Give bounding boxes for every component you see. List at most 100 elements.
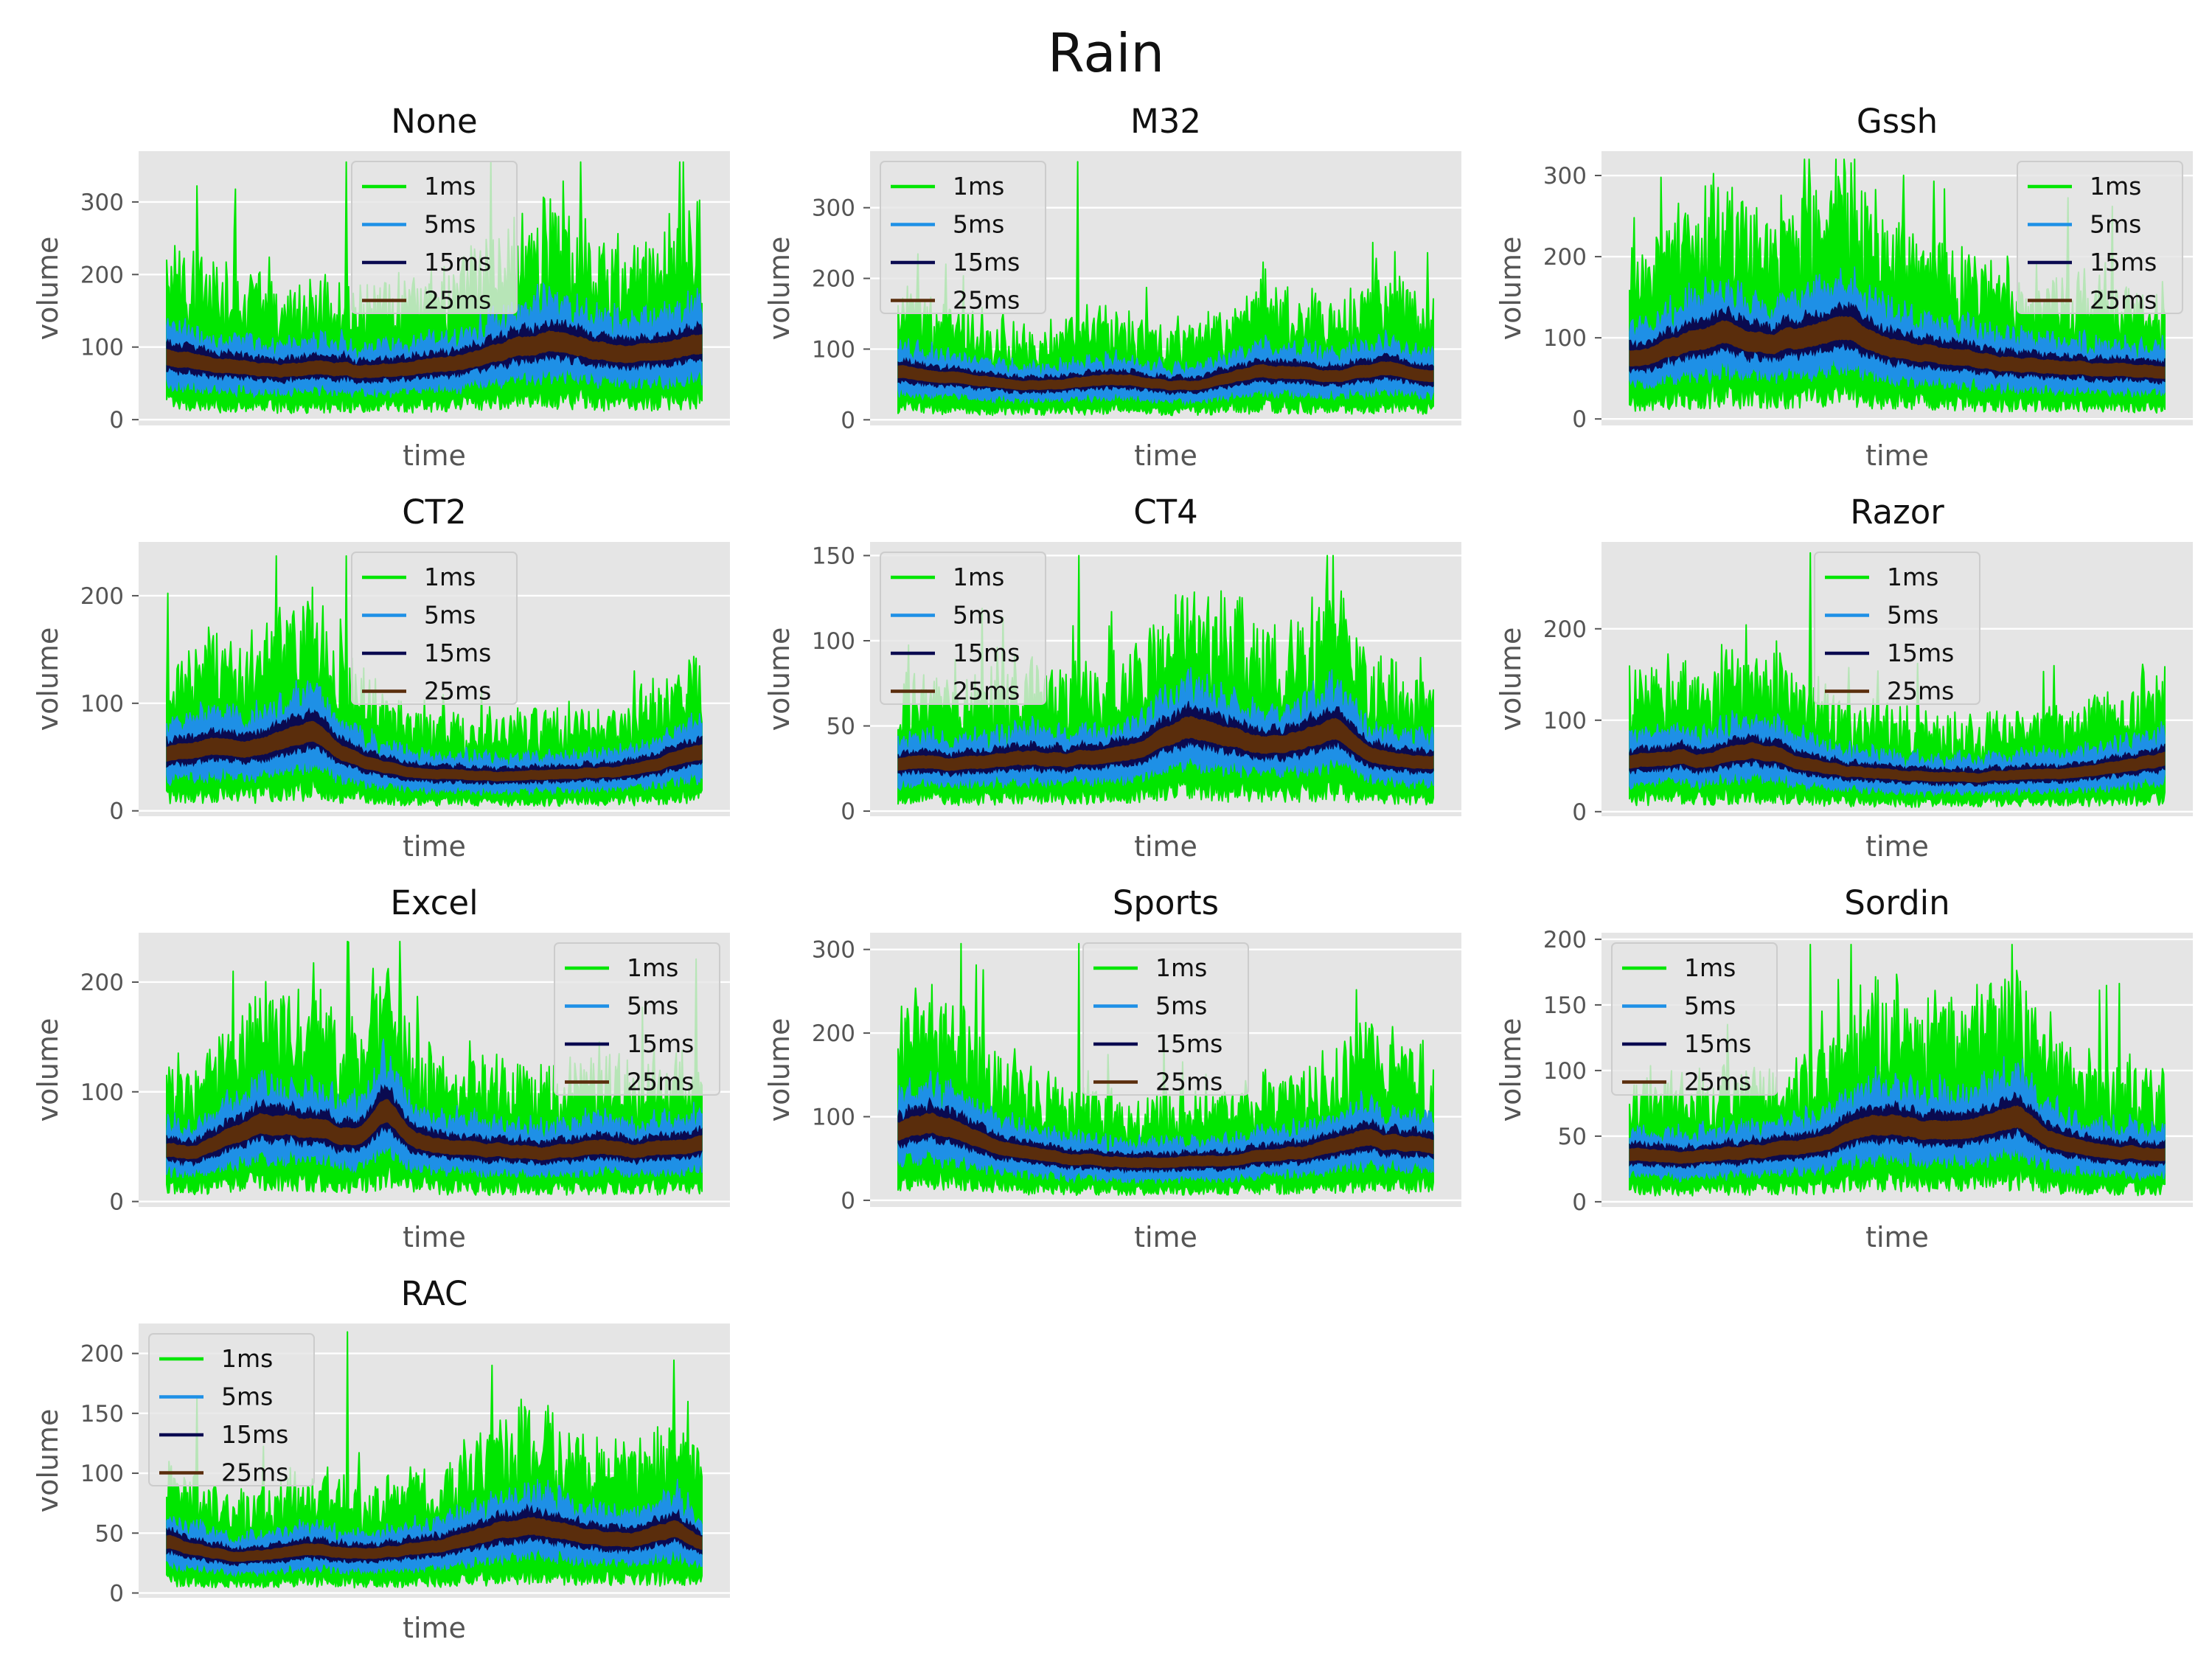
legend-label-none-25ms: 25ms [424,286,491,315]
ytick-label-excel-0: 0 [109,1189,124,1216]
ytick-label-none-200: 200 [80,262,124,288]
ytick-label-sordin-200: 200 [1543,927,1587,953]
legend-label-ct4-1ms: 1ms [953,563,1004,591]
subplot-title-sports: Sports [1113,883,1219,922]
legend-label-m32-15ms: 15ms [953,248,1020,276]
legend-ct2 [351,552,518,705]
legend-label-ct2-15ms: 15ms [424,639,491,667]
xlabel-excel: time [403,1221,466,1253]
legend-excel [554,942,720,1096]
legend-label-gssh-5ms: 5ms [2090,210,2141,239]
xlabel-razor: time [1865,830,1929,863]
ytick-label-ct4-50: 50 [827,714,855,740]
legend-ct4 [880,552,1046,705]
legend-label-ct2-1ms: 1ms [424,563,476,591]
ytick-label-gssh-0: 0 [1572,406,1587,433]
ytick-label-gssh-200: 200 [1543,244,1587,271]
ylabel-sports: volume [763,1018,796,1122]
ylabel-sordin: volume [1495,1018,1527,1122]
ylabel-ct4: volume [763,627,796,731]
legend-label-razor-25ms: 25ms [1887,677,1954,706]
series-25ms-none [166,330,703,379]
legend-label-sports-25ms: 25ms [1155,1068,1222,1096]
ytick-label-sordin-50: 50 [1558,1124,1587,1150]
ytick-label-excel-200: 200 [80,970,124,996]
xlabel-none: time [403,439,466,472]
legend-label-ct2-25ms: 25ms [424,677,491,706]
ytick-label-razor-0: 0 [1572,799,1587,826]
ytick-label-razor-100: 100 [1543,708,1587,734]
ytick-label-sordin-150: 150 [1543,992,1587,1019]
legend-gssh [2017,161,2183,314]
subplot-title-rac: RAC [401,1274,468,1313]
ytick-label-m32-100: 100 [812,336,855,363]
series-25ms-ct2 [166,720,703,782]
legend-m32 [880,161,1046,314]
legend-label-razor-5ms: 5ms [1887,601,1938,630]
legend-razor [1814,552,1980,705]
legend-label-sordin-5ms: 5ms [1684,992,1736,1020]
ytick-label-rac-0: 0 [109,1581,124,1607]
xlabel-sports: time [1134,1221,1197,1253]
legend-label-razor-15ms: 15ms [1887,639,1954,667]
legend-label-ct4-5ms: 5ms [953,601,1004,630]
ytick-label-rac-200: 200 [80,1341,124,1368]
ylabel-excel: volume [32,1018,64,1122]
xlabel-gssh: time [1865,439,1929,472]
ytick-label-rac-150: 150 [80,1401,124,1427]
ytick-label-none-0: 0 [109,407,124,434]
legend-label-gssh-1ms: 1ms [2090,172,2141,201]
ylabel-m32: volume [763,237,796,341]
ytick-label-ct2-100: 100 [80,691,124,717]
ylabel-rac: volume [32,1409,64,1513]
series-25ms-rac [166,1517,703,1562]
xlabel-m32: time [1134,439,1197,472]
legend-label-none-15ms: 15ms [424,248,491,276]
ytick-label-sordin-0: 0 [1572,1189,1587,1216]
legend-label-excel-1ms: 1ms [627,953,678,982]
subplot-title-ct2: CT2 [402,493,467,532]
ytick-label-razor-200: 200 [1543,616,1587,643]
subplot-title-ct4: CT4 [1133,493,1198,532]
ytick-label-m32-200: 200 [812,266,855,293]
series-25ms-gssh [1629,316,2166,379]
legend-label-excel-15ms: 15ms [627,1029,694,1058]
ytick-label-none-300: 300 [80,189,124,216]
legend-none [351,161,518,314]
ytick-label-excel-100: 100 [80,1079,124,1106]
ytick-label-rac-50: 50 [95,1520,124,1547]
ytick-label-sports-0: 0 [841,1188,855,1214]
legend-label-m32-25ms: 25ms [953,286,1020,315]
series-25ms-m32 [897,361,1434,391]
series-25ms-excel [166,1099,703,1161]
legend-label-rac-5ms: 5ms [221,1382,273,1411]
series-25ms-sordin [1629,1105,2166,1164]
xlabel-sordin: time [1865,1221,1929,1253]
subplot-title-excel: Excel [390,883,478,922]
legend-label-rac-25ms: 25ms [221,1458,288,1487]
ylabel-none: volume [32,237,64,341]
subplot-title-razor: Razor [1850,493,1944,532]
legend-label-m32-5ms: 5ms [953,210,1004,239]
legend-label-excel-25ms: 25ms [627,1068,694,1096]
ytick-label-ct4-100: 100 [812,628,855,655]
legend-label-razor-1ms: 1ms [1887,563,1938,591]
legend-label-gssh-15ms: 15ms [2090,248,2157,276]
ylabel-ct2: volume [32,627,64,731]
legend-label-sordin-25ms: 25ms [1684,1068,1751,1096]
series-1ms-m32 [897,161,1434,417]
legend-label-sports-5ms: 5ms [1155,992,1207,1020]
legend-label-ct4-25ms: 25ms [953,677,1020,706]
ytick-label-sports-300: 300 [812,937,855,964]
ytick-label-ct2-200: 200 [80,583,124,610]
legend-rac [148,1333,315,1486]
ytick-label-sports-100: 100 [812,1105,855,1131]
ytick-label-m32-300: 300 [812,195,855,222]
series-25ms-sports [897,1112,1434,1169]
series-25ms-ct4 [897,716,1434,771]
ytick-label-ct4-0: 0 [841,799,855,825]
legend-sports [1082,942,1249,1096]
legend-label-sordin-15ms: 15ms [1684,1029,1751,1058]
